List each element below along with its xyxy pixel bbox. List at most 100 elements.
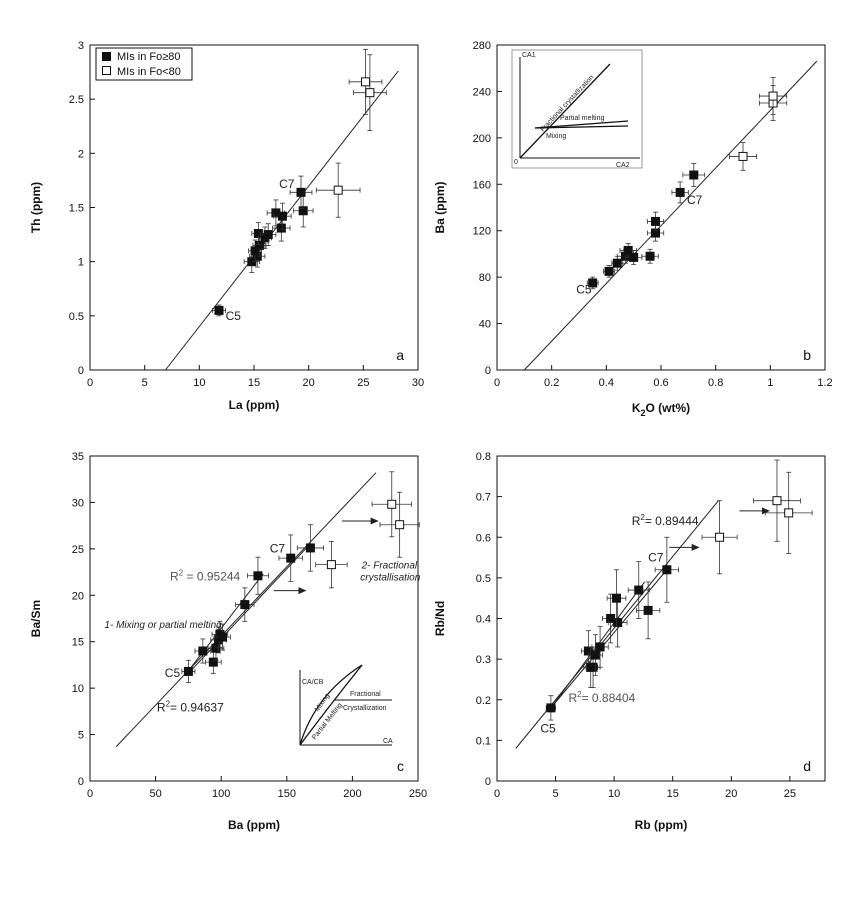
panel-letter-d: d xyxy=(803,758,811,774)
trend-arrow xyxy=(273,587,307,595)
y-tick-label: 0.1 xyxy=(476,735,491,747)
x-tick-label: 200 xyxy=(343,788,361,800)
inset-c-crystallization-label: Crystallization xyxy=(343,705,387,712)
data-point-filled xyxy=(247,556,269,595)
data-point-filled xyxy=(641,248,659,264)
x-axis-label: Ba (ppm) xyxy=(228,818,280,832)
x-tick-label: 5 xyxy=(142,377,148,389)
sample-label: C7 xyxy=(270,542,286,556)
x-tick-label: 10 xyxy=(608,788,620,800)
trend-arrow xyxy=(341,517,379,525)
data-point-filled xyxy=(292,194,314,228)
inset-c-fractional-label: Fractional xyxy=(350,691,381,698)
inset-b-y-label: CA1 xyxy=(522,52,536,59)
y-tick-label: 200 xyxy=(473,133,491,145)
data-point-filled xyxy=(682,162,706,188)
data-point-filled xyxy=(235,587,255,622)
x-tick-label: 1 xyxy=(767,377,773,389)
data-point-filled xyxy=(278,534,303,582)
y-tick-label: 40 xyxy=(479,319,491,331)
data-point-filled xyxy=(273,202,292,230)
y-tick-label: 35 xyxy=(72,451,84,463)
sample-label: C7 xyxy=(648,551,664,565)
legend-filled-square-icon xyxy=(102,52,111,61)
y-tick-label: 2.5 xyxy=(69,94,84,106)
data-point-filled xyxy=(636,581,661,640)
y-tick-label: 0 xyxy=(485,365,491,377)
inset-c-mixing-curve xyxy=(299,664,363,746)
data-point-open xyxy=(759,77,788,116)
inset-c: CA/CB CA Fractional Crystallization Mixi… xyxy=(299,664,393,746)
data-point-filled xyxy=(260,223,277,246)
y-tick-label: 120 xyxy=(473,226,491,238)
x-tick-label: 0.4 xyxy=(599,377,614,389)
sample-label: C5 xyxy=(540,721,556,735)
y-tick-label: 80 xyxy=(479,272,491,284)
y-tick-label: 0 xyxy=(78,776,84,788)
x-tick-label: 150 xyxy=(278,788,296,800)
data-point-filled xyxy=(586,276,599,290)
y-tick-label: 0.3 xyxy=(476,654,491,666)
panel-b: 0 0.2 0.4 0.6 0.8 1 1.2 0 40 80 120 160 200 240 280 K2O… xyxy=(433,40,833,418)
x-axis-label: La (ppm) xyxy=(229,398,280,412)
data-point-filled xyxy=(654,536,679,603)
r-squared-label: R2 = 0.95244 xyxy=(170,568,241,583)
data-point-filled xyxy=(603,265,615,278)
data-point-filled xyxy=(296,524,324,572)
y-axis-label: Rb/Nd xyxy=(433,601,447,636)
x-tick-label: 0 xyxy=(87,788,93,800)
inset-b: CA1 CA2 0 Fractional crystallization Par… xyxy=(511,49,643,169)
sample-label: C5 xyxy=(165,666,181,680)
data-point-filled xyxy=(289,175,313,209)
sample-label: C5 xyxy=(576,282,592,296)
panel-letter-c: c xyxy=(397,758,404,774)
legend-box xyxy=(95,47,193,81)
legend: MIs in Fo≥80 MIs in Fo<80 xyxy=(95,47,193,81)
process-label: crystallisation xyxy=(360,572,420,583)
legend-open-square-icon xyxy=(102,66,111,75)
x-tick-label: 0.2 xyxy=(544,377,559,389)
trend-arrow xyxy=(669,543,700,551)
y-tick-label: 10 xyxy=(72,683,84,695)
inset-c-partial-curve xyxy=(299,664,363,746)
y-tick-label: 160 xyxy=(473,179,491,191)
data-point-open xyxy=(315,541,348,589)
data-point-open xyxy=(764,471,813,554)
data-point-filled xyxy=(205,650,222,674)
data-point-filled xyxy=(625,250,643,265)
inset-b-partial-label: Partial melting xyxy=(560,115,604,122)
inset-c-x-label: CA xyxy=(383,738,393,745)
data-point-filled xyxy=(181,659,196,683)
x-tick-label: 15 xyxy=(248,377,260,389)
y-tick-label: 0.6 xyxy=(476,532,491,544)
data-point-filled xyxy=(627,561,650,619)
inset-c-y-label: CA/CB xyxy=(302,679,324,686)
data-point-filled xyxy=(671,181,689,204)
data-point-filled xyxy=(591,626,609,668)
x-tick-label: 0 xyxy=(494,788,500,800)
data-point-open xyxy=(348,48,383,115)
y-axis-label: Th (ppm) xyxy=(29,182,43,233)
data-point-filled xyxy=(214,623,231,651)
trendline-1 xyxy=(523,60,818,371)
y-tick-label: 280 xyxy=(473,40,491,52)
process-label: 2- Fractional xyxy=(361,560,418,571)
trendline-1 xyxy=(115,472,377,747)
x-axis-label: K2O (wt%) xyxy=(632,401,690,418)
r-squared-label: R2= 0.88404 xyxy=(568,690,635,705)
x-tick-label: 0 xyxy=(87,377,93,389)
r-squared-label: R2= 0.94637 xyxy=(157,699,224,714)
data-point-open xyxy=(353,54,387,131)
data-point-filled xyxy=(251,222,266,245)
x-tick-label: 100 xyxy=(212,788,230,800)
inset-c-mixing-label: Mixing xyxy=(314,692,331,713)
data-point-open xyxy=(728,142,758,171)
data-point-filled xyxy=(607,597,628,648)
x-tick-label: 250 xyxy=(409,788,427,800)
panel-d: 0 5 10 15 20 25 0 0.1 0.2 0.3 0.4 0.5 0.6 0.7 0.8 Rb (p… xyxy=(433,451,826,832)
x-tick-label: 20 xyxy=(303,377,315,389)
x-tick-label: 10 xyxy=(193,377,205,389)
y-tick-label: 0.5 xyxy=(69,311,84,323)
data-point-filled xyxy=(266,199,286,227)
trend-arrow xyxy=(739,507,770,515)
